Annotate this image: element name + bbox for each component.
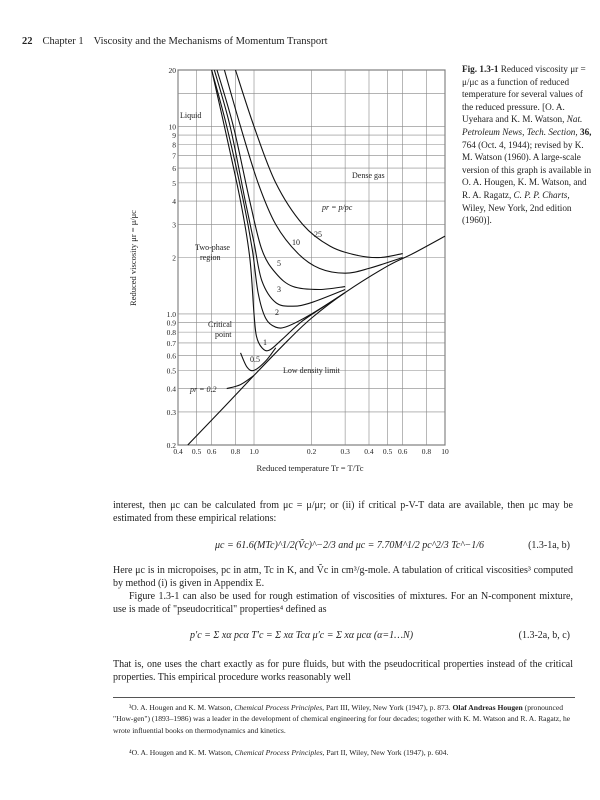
equation-number: (1.3-1a, b) bbox=[528, 540, 570, 551]
y-tick-label: 20 bbox=[169, 66, 177, 75]
curves bbox=[187, 69, 446, 446]
label-10: 10 bbox=[292, 238, 300, 247]
caption-text: 764 (Oct. 4, 1944); revised by K. M. Wat… bbox=[462, 139, 592, 200]
paragraph: Here μc is in micropoises, pc in atm, Tc… bbox=[113, 565, 573, 589]
x-tick-label: 0.3 bbox=[340, 447, 350, 456]
y-axis-label: Reduced viscosity μr = μ/μc bbox=[128, 210, 138, 306]
fn-text: Part II, Wiley, New York (1947), p. 604. bbox=[324, 748, 449, 757]
fn-book: Chemical Process Principles, bbox=[234, 748, 325, 757]
chapter-label: Chapter 1 bbox=[42, 36, 84, 47]
paragraph: That is, one uses the chart exactly as f… bbox=[113, 659, 573, 683]
chapter-title: Viscosity and the Mechanisms of Momentum… bbox=[93, 36, 328, 47]
x-axis-label: Reduced temperature Tr = T/Tc bbox=[257, 463, 364, 473]
label-3: 3 bbox=[277, 285, 281, 294]
caption-journal: Nat. Petroleum News, Tech. Section, bbox=[462, 114, 583, 137]
x-tick-label: 0.8 bbox=[231, 447, 241, 456]
footnote-rule bbox=[113, 697, 575, 698]
x-tick-label: 10 bbox=[441, 447, 449, 456]
curve-10 bbox=[223, 69, 403, 274]
label-2: 2 bbox=[275, 308, 279, 317]
y-tick-label: 5 bbox=[172, 179, 176, 188]
label-point: point bbox=[215, 330, 232, 339]
label-critical: Critical bbox=[208, 320, 233, 329]
y-tick-label: 6 bbox=[172, 164, 176, 173]
label-low-density: Low density limit bbox=[283, 366, 341, 375]
label-1: 1 bbox=[263, 338, 267, 347]
label-region: region bbox=[200, 253, 220, 262]
x-tick-label: 0.8 bbox=[422, 447, 432, 456]
label-pr-definition: pr = p/pc bbox=[321, 203, 353, 212]
label-0.5: 0.5 bbox=[250, 355, 260, 364]
equation-1-3-1: μc = 61.6(MTc)^1/2(Ṽc)^−2/3 and μc = 7.7… bbox=[215, 540, 485, 551]
curve-0.5 bbox=[240, 347, 277, 372]
equation-1-3-2: p′c = Σ xα pcα T′c = Σ xα Tcα μ′c = Σ xα… bbox=[190, 630, 414, 641]
footnote-3: ³O. A. Hougen and K. M. Watson, Chemical… bbox=[113, 702, 575, 736]
y-tick-label: 0.5 bbox=[167, 366, 177, 375]
label-liquid: Liquid bbox=[180, 111, 201, 120]
y-tick-label: 0.3 bbox=[167, 408, 177, 417]
label-5: 5 bbox=[277, 259, 281, 268]
fn-text: ⁴O. A. Hougen and K. M. Watson, bbox=[129, 748, 235, 757]
running-header: 22 Chapter 1 Viscosity and the Mechanisms … bbox=[22, 36, 327, 47]
label-pr-02: pr = 0.2 bbox=[189, 385, 217, 394]
y-tick-label: 8 bbox=[172, 141, 176, 150]
label-dense-gas: Dense gas bbox=[352, 171, 385, 180]
caption-text: Wiley, New York, 2nd edition (1960)]. bbox=[462, 202, 572, 226]
y-tick-label: 4 bbox=[172, 197, 176, 206]
page-number: 22 bbox=[22, 36, 33, 47]
y-tick-label: 1.0 bbox=[167, 310, 177, 319]
figure-caption: Fig. 1.3-1 Reduced viscosity μr = μ/μc a… bbox=[462, 63, 592, 227]
label-two-phase: Two-phase bbox=[195, 243, 230, 252]
y-tick-label: 0.7 bbox=[167, 339, 177, 348]
caption-book: C. P. P. Charts, bbox=[513, 189, 570, 200]
y-tick-label: 0.4 bbox=[167, 385, 177, 394]
fn-book: Chemical Process Principles, bbox=[234, 703, 325, 712]
viscosity-chart: 0.4 0.5 0.6 0.8 1.0 0.2 0.3 0.4 0.5 0.6 0.8 100.20.… bbox=[128, 66, 449, 473]
x-tick-label: 0.2 bbox=[307, 447, 317, 456]
fn-text: (pronounced "How-gen") (1893–1986) was a… bbox=[113, 703, 571, 735]
curve-5 bbox=[216, 69, 346, 291]
y-tick-label: 7 bbox=[172, 151, 176, 160]
y-tick-label: 0.6 bbox=[167, 352, 177, 361]
fn-text: ³O. A. Hougen and K. M. Watson, bbox=[129, 703, 235, 712]
tick-labels: 0.4 0.5 0.6 0.8 1.0 0.2 0.3 0.4 0.5 0.6 0.8 100.20.… bbox=[167, 66, 449, 456]
x-tick-label: 1.0 bbox=[249, 447, 259, 456]
fn-name: Olaf Andreas Hougen bbox=[452, 703, 523, 712]
x-tick-label: 0.5 bbox=[192, 447, 202, 456]
y-tick-label: 2 bbox=[172, 254, 176, 263]
x-tick-label: 0.4 bbox=[364, 447, 374, 456]
curve-2 bbox=[211, 69, 346, 329]
x-tick-label: 0.6 bbox=[207, 447, 217, 456]
x-tick-label: 0.4 bbox=[173, 447, 183, 456]
label-25: 25 bbox=[314, 230, 322, 239]
y-tick-label: 0.8 bbox=[167, 328, 177, 337]
caption-text: Reduced viscosity μr = μ/μc as a functio… bbox=[462, 64, 586, 125]
paragraph: interest, then μc can be calculated from… bbox=[113, 500, 573, 524]
y-tick-label: 0.9 bbox=[167, 319, 177, 328]
curve-1 bbox=[211, 69, 346, 352]
fn-text: Part III, Wiley, New York (1947), p. 873… bbox=[324, 703, 453, 712]
curve-low-density-limit bbox=[187, 235, 446, 446]
y-tick-label: 0.2 bbox=[167, 441, 177, 450]
figure-label: Fig. 1.3-1 bbox=[462, 64, 499, 74]
y-tick-label: 3 bbox=[172, 220, 176, 229]
curve-3 bbox=[213, 69, 346, 307]
caption-volume: 36, bbox=[577, 126, 592, 137]
x-tick-label: 0.6 bbox=[398, 447, 408, 456]
curve-0.2 bbox=[226, 374, 255, 390]
y-tick-label: 10 bbox=[169, 122, 177, 131]
y-tick-label: 9 bbox=[172, 131, 176, 140]
paragraph: Figure 1.3-1 can also be used for rough … bbox=[113, 591, 573, 615]
curve-25 bbox=[234, 69, 403, 259]
footnote-4: ⁴O. A. Hougen and K. M. Watson, Chemical… bbox=[113, 747, 575, 758]
annotations: Liquid Dense gas pr = p/pc Two-phase reg… bbox=[180, 111, 385, 394]
equation-number: (1.3-2a, b, c) bbox=[518, 630, 570, 641]
x-tick-label: 0.5 bbox=[383, 447, 393, 456]
